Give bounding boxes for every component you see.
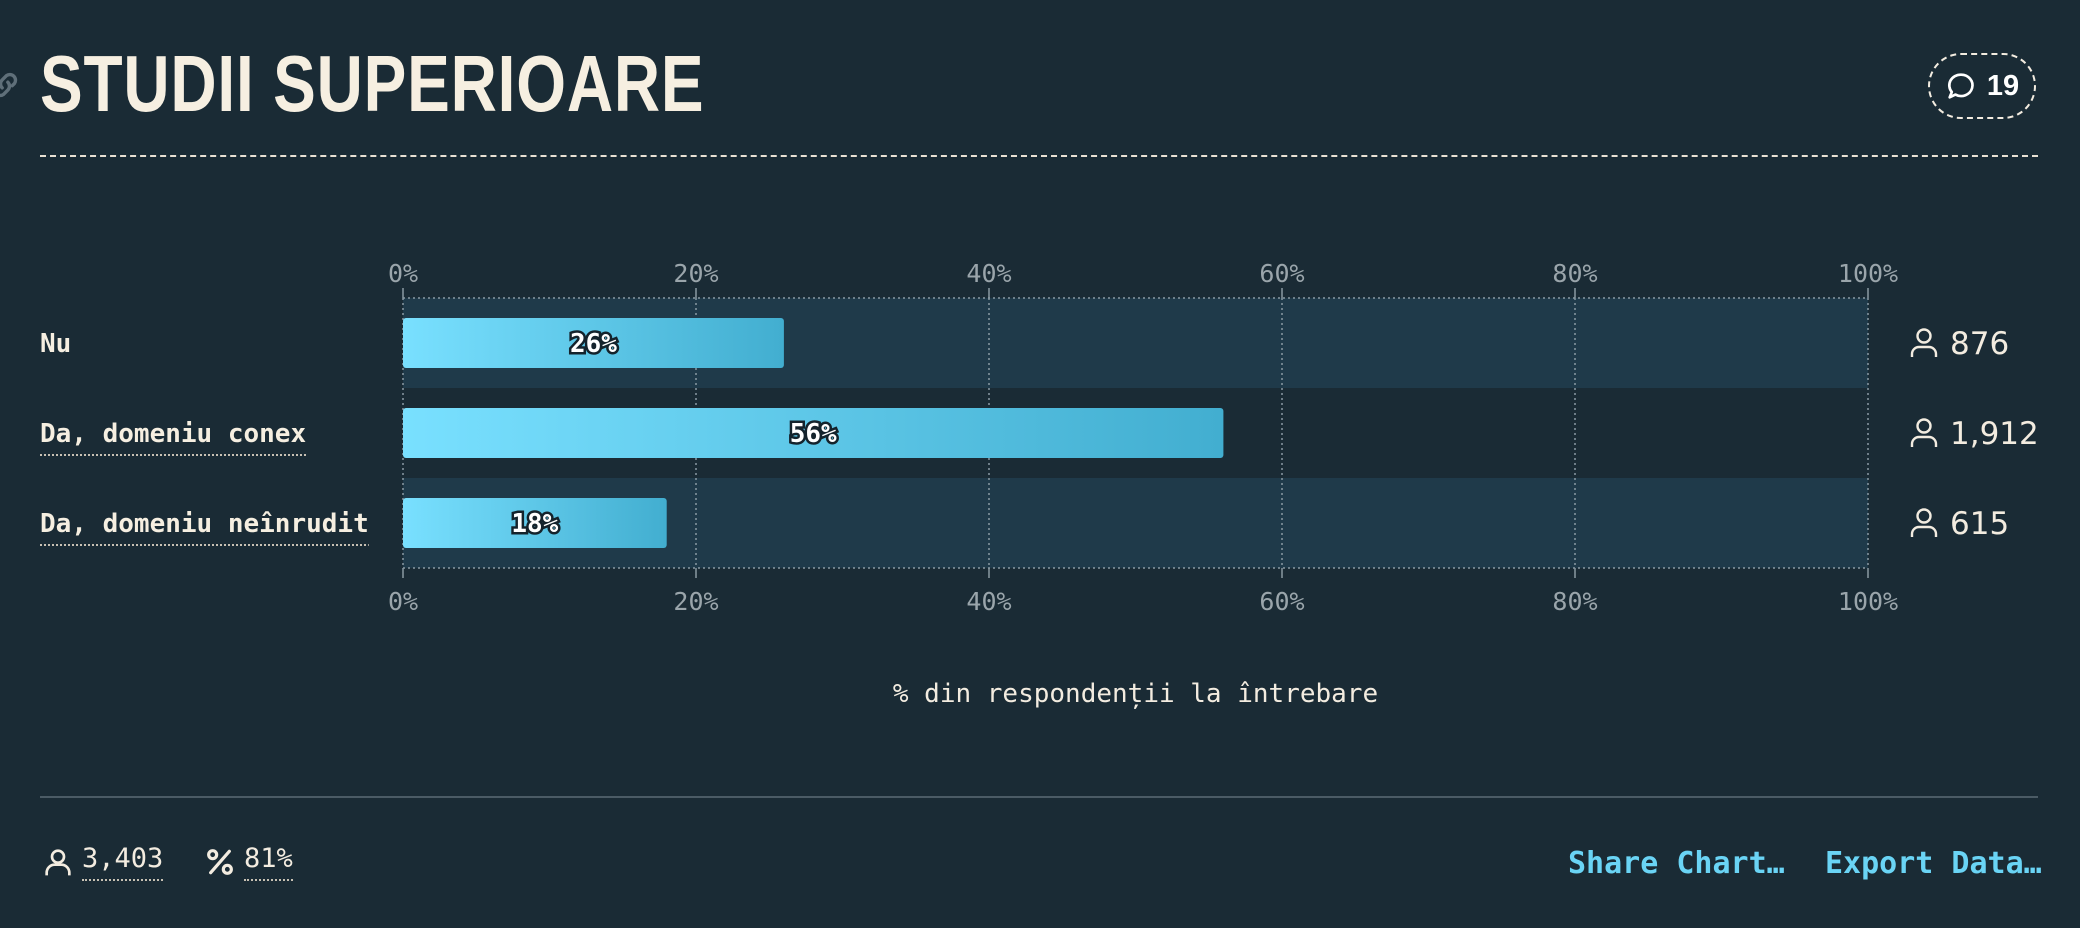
x-tick-label-bottom: 0% xyxy=(388,587,418,616)
person-icon xyxy=(1916,508,1932,524)
bar[interactable] xyxy=(403,318,784,368)
bar-value-label: 18% xyxy=(511,509,558,539)
share-chart-button[interactable]: Share Chart… xyxy=(1568,846,1785,881)
category-label[interactable]: Da, domeniu neînrudit xyxy=(40,509,369,539)
person-icon-body xyxy=(1910,345,1938,357)
bar[interactable] xyxy=(403,408,1224,458)
x-tick-label-top: 60% xyxy=(1259,259,1304,288)
bar[interactable] xyxy=(403,498,667,548)
x-tick-label-top: 0% xyxy=(388,259,418,288)
category-label[interactable]: Da, domeniu conex xyxy=(40,419,306,449)
x-tick-label-bottom: 20% xyxy=(673,587,718,616)
x-tick-label-bottom: 60% xyxy=(1259,587,1304,616)
bar-value-label: 56% xyxy=(790,419,837,449)
x-tick-label-bottom: 100% xyxy=(1838,587,1898,616)
link-icon[interactable] xyxy=(0,68,22,102)
percent-icon xyxy=(207,848,233,875)
respondent-count: 615 xyxy=(1950,506,2009,542)
x-tick-label-top: 20% xyxy=(673,259,718,288)
response-rate-value: 81% xyxy=(244,842,293,881)
export-data-button[interactable]: Export Data… xyxy=(1825,846,2042,881)
x-tick-label-top: 80% xyxy=(1552,259,1597,288)
respondent-count: 1,912 xyxy=(1950,416,2039,452)
response-rate-stat[interactable]: 81% xyxy=(204,842,293,881)
x-axis-label: % din respondenții la întrebare xyxy=(893,679,1378,709)
person-icon-body xyxy=(1910,525,1938,537)
person-icon xyxy=(45,848,71,875)
comment-icon xyxy=(1947,73,1974,99)
bar-value-label: 26% xyxy=(570,329,617,359)
x-tick-label-top: 40% xyxy=(966,259,1011,288)
total-respondents-stat[interactable]: 3,403 xyxy=(42,842,164,881)
respondent-count: 876 xyxy=(1950,326,2009,362)
comment-count: 19 xyxy=(1986,69,2020,102)
footer-divider xyxy=(40,796,2038,798)
total-respondents-value: 3,403 xyxy=(82,842,164,881)
x-tick-label-bottom: 40% xyxy=(966,587,1011,616)
person-icon-body xyxy=(1910,435,1938,447)
x-tick-label-top: 100% xyxy=(1838,259,1898,288)
page-title: STUDII SUPERIOARE xyxy=(40,39,705,128)
person-icon xyxy=(1916,418,1932,434)
comments-button[interactable]: 19 xyxy=(1928,53,2036,119)
category-label: Nu xyxy=(40,329,71,359)
person-icon xyxy=(1916,328,1932,344)
x-tick-label-bottom: 80% xyxy=(1552,587,1597,616)
bar-chart: 0% 0% 20% 20% 40% 40% 60% 60% 80% 80% 100% 100% 26% N… xyxy=(40,259,2039,709)
title-divider xyxy=(40,155,2038,157)
